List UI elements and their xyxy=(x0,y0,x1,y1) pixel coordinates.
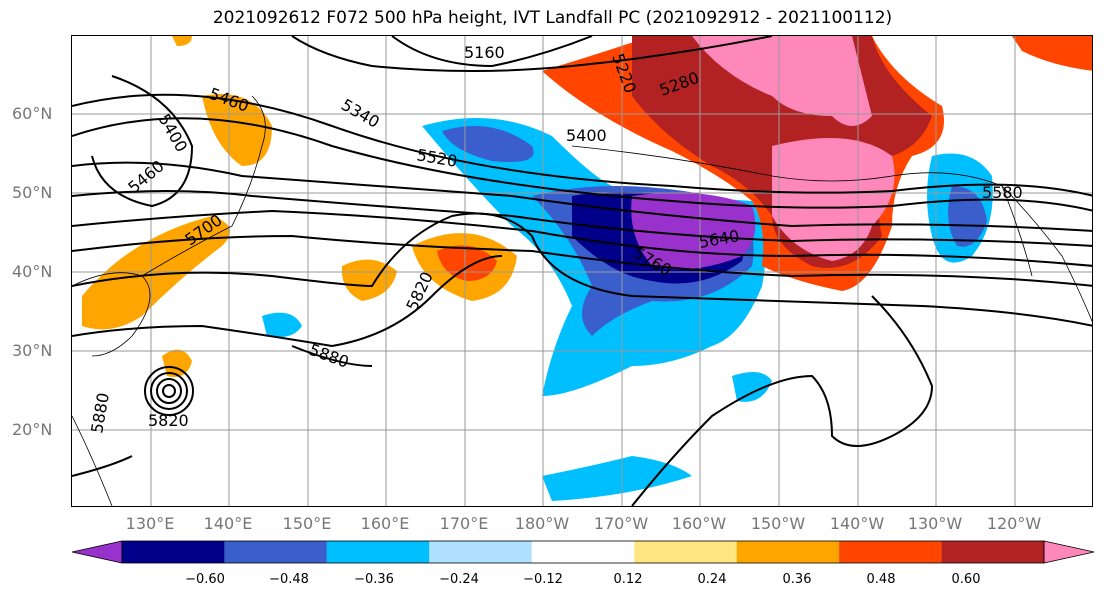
lon-label: 140°W xyxy=(829,514,885,533)
lat-label: 20°N xyxy=(12,420,53,439)
lon-label: 140°E xyxy=(203,514,253,533)
contour-label: 5820 xyxy=(402,269,436,314)
colorbar-segment xyxy=(326,541,430,563)
colorbar-segment xyxy=(634,541,737,563)
colorbar-outline xyxy=(121,540,1045,564)
colorbar xyxy=(71,540,1095,564)
colorbar-tick-label: −0.60 xyxy=(185,572,225,587)
coastlines xyxy=(72,95,1092,506)
colorbar-extend-max xyxy=(1043,540,1095,564)
contour-label: 5820 xyxy=(148,411,189,430)
lat-label: 30°N xyxy=(12,341,53,360)
colorbar-segment xyxy=(736,541,840,563)
colorbar-tick-label: 0.36 xyxy=(782,572,812,587)
colorbar-tick-label: −0.36 xyxy=(354,572,394,587)
lon-label: 150°E xyxy=(282,514,332,533)
colorbar-segment xyxy=(941,541,1044,563)
map-canvas: 5160 5220 5280 5400 5460 5460 5400 5340 … xyxy=(72,36,1092,506)
lon-label: 170°E xyxy=(439,514,489,533)
contour-label: 5400 xyxy=(566,126,607,145)
lat-label: 60°N xyxy=(12,104,53,123)
lon-label: 130°W xyxy=(907,514,963,533)
contour-label: 5340 xyxy=(338,95,383,132)
colorbar-segment xyxy=(122,541,225,563)
colorbar-tick-label: 0.24 xyxy=(697,572,727,587)
contour-label: 5880 xyxy=(307,340,352,372)
colorbar-segment xyxy=(429,541,532,563)
colorbar-tick-label: 0.48 xyxy=(866,572,896,587)
colorbar-segment xyxy=(839,541,942,563)
lon-label: 180°W xyxy=(514,514,570,533)
height-contours xyxy=(72,36,1092,506)
lon-label: 160°E xyxy=(360,514,410,533)
lon-label: 150°W xyxy=(750,514,806,533)
contour-label: 5880 xyxy=(87,391,113,434)
lon-label: 120°W xyxy=(986,514,1042,533)
colorbar-tick-label: 0.60 xyxy=(951,572,981,587)
colorbar-extend-min xyxy=(71,540,123,564)
lat-label: 40°N xyxy=(12,262,53,281)
colorbar-tick-label: −0.24 xyxy=(439,572,479,587)
lon-label: 170°W xyxy=(593,514,649,533)
contour-label: 5160 xyxy=(464,43,505,62)
contour-label: 5580 xyxy=(982,183,1023,202)
colorbar-tick-label: −0.12 xyxy=(523,572,563,587)
colorbar-tick-label: −0.48 xyxy=(269,572,309,587)
colorbar-tick-label: 0.12 xyxy=(613,572,643,587)
colorbar-segment xyxy=(224,541,327,563)
lat-label: 50°N xyxy=(12,183,53,202)
map-title: 2021092612 F072 500 hPa height, IVT Land… xyxy=(212,8,893,28)
graticule xyxy=(72,36,1092,506)
lon-label: 130°E xyxy=(125,514,175,533)
ivt-negative-shading xyxy=(262,118,993,501)
colorbar-segment xyxy=(531,541,635,563)
map-panel: 5160 5220 5280 5400 5460 5460 5400 5340 … xyxy=(71,35,1093,507)
lon-label: 160°W xyxy=(671,514,727,533)
